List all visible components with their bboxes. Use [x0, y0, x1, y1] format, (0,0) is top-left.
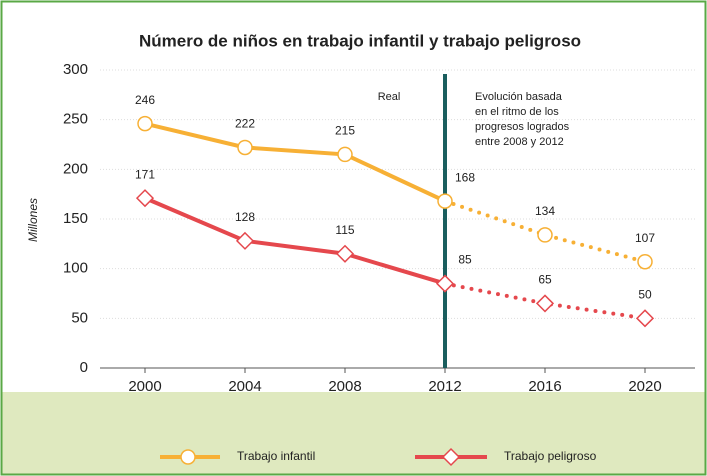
- legend-marker: [180, 449, 196, 465]
- marker: [135, 189, 155, 208]
- marker: [537, 227, 553, 243]
- data-label: 222: [235, 117, 255, 131]
- annotation: progresos logrados: [475, 121, 570, 133]
- marker: [337, 146, 353, 163]
- marker: [637, 253, 653, 270]
- y-tick-label: 100: [63, 260, 88, 277]
- marker: [437, 193, 453, 209]
- series-line-projected: [443, 281, 647, 321]
- data-label: 215: [335, 124, 355, 138]
- x-tick-label: 2016: [528, 378, 561, 395]
- y-tick-label: 250: [63, 111, 88, 128]
- data-label: 107: [635, 231, 655, 245]
- x-tick-label: 2008: [328, 378, 361, 395]
- data-label: 128: [235, 210, 255, 224]
- marker: [137, 115, 153, 132]
- chart-title: Número de niños en trabajo infantil y tr…: [139, 31, 581, 50]
- y-tick-label: 50: [71, 309, 88, 326]
- data-label: 50: [638, 288, 652, 302]
- data-label: 168: [455, 170, 475, 184]
- data-label: 171: [135, 167, 155, 181]
- x-tick-label: 2020: [628, 378, 661, 395]
- marker: [635, 309, 655, 328]
- legend-band: [2, 392, 705, 474]
- y-tick-label: 300: [63, 61, 88, 78]
- annotation: en el ritmo de los: [475, 106, 559, 118]
- y-tick-label: 150: [63, 210, 88, 227]
- annotation: Real: [378, 91, 401, 103]
- x-tick-label: 2000: [128, 378, 161, 395]
- marker: [535, 294, 555, 313]
- annotation: entre 2008 y 2012: [475, 136, 564, 148]
- marker: [235, 231, 255, 250]
- annotation: Evolución basada: [475, 91, 563, 103]
- data-label: 246: [135, 93, 155, 107]
- marker: [237, 139, 253, 156]
- data-label: 65: [538, 273, 552, 287]
- x-tick-label: 2004: [228, 378, 261, 395]
- y-tick-label: 0: [80, 359, 88, 376]
- marker: [335, 244, 355, 263]
- data-label: 134: [535, 204, 555, 218]
- data-label: 115: [335, 223, 354, 237]
- series-line-projected: [443, 199, 647, 264]
- data-label: 85: [458, 253, 472, 267]
- legend-marker: [441, 447, 461, 467]
- marker: [435, 274, 455, 293]
- x-tick-label: 2012: [428, 378, 461, 395]
- legend-label: Trabajo infantil: [237, 449, 315, 463]
- legend-label: Trabajo peligroso: [504, 449, 597, 463]
- series-line: [144, 121, 446, 203]
- series-line: [144, 196, 446, 286]
- y-tick-label: 200: [63, 160, 88, 177]
- y-axis-label: Millones: [26, 198, 40, 242]
